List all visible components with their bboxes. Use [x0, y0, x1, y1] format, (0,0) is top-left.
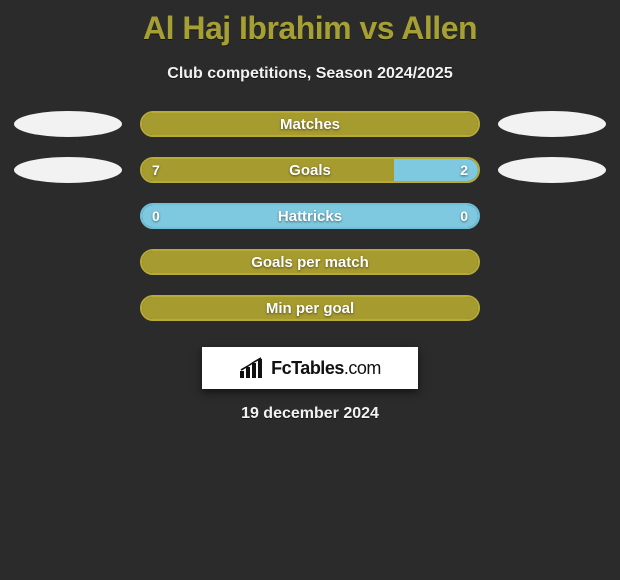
stat-value-right: 0: [460, 208, 468, 224]
stat-value-left: 0: [152, 208, 160, 224]
bars-icon: [239, 357, 267, 379]
logo-text: FcTables.com: [271, 358, 381, 379]
stat-bar-goals-per-match: Goals per match: [140, 249, 480, 275]
stat-value-right: 2: [460, 162, 468, 178]
stat-label: Min per goal: [266, 300, 354, 317]
stat-value-left: 7: [152, 162, 160, 178]
stat-row-matches: Matches: [10, 111, 610, 137]
stat-label: Goals per match: [251, 254, 369, 271]
stat-row-goals: 7 2 Goals: [10, 157, 610, 183]
stat-bar-min-per-goal: Min per goal: [140, 295, 480, 321]
stat-row-min-per-goal: Min per goal: [10, 295, 610, 321]
stat-row-goals-per-match: Goals per match: [10, 249, 610, 275]
card-subtitle: Club competitions, Season 2024/2025: [167, 65, 452, 83]
player-ellipse-left: [14, 157, 122, 183]
player-ellipse-left: [14, 111, 122, 137]
bar-segment: [142, 159, 394, 181]
player-ellipse-right: [498, 157, 606, 183]
stat-label: Hattricks: [278, 208, 342, 225]
stat-rows: Matches 7 2 Goals 0 0 Hattricks Goals per match…: [10, 111, 610, 321]
player-ellipse-right: [498, 111, 606, 137]
stat-bar-hattricks: 0 0 Hattricks: [140, 203, 480, 229]
logo-brand: FcTables: [271, 358, 344, 378]
stat-bar-goals: 7 2 Goals: [140, 157, 480, 183]
logo-ext: .com: [344, 358, 381, 378]
stat-label: Matches: [280, 116, 340, 133]
stat-bar-matches: Matches: [140, 111, 480, 137]
comparison-card: Al Haj Ibrahim vs Allen Club competition…: [0, 0, 620, 580]
fctables-logo: FcTables.com: [202, 347, 418, 389]
stat-row-hattricks: 0 0 Hattricks: [10, 203, 610, 229]
card-date: 19 december 2024: [241, 405, 379, 423]
card-title: Al Haj Ibrahim vs Allen: [143, 10, 477, 47]
stat-label: Goals: [289, 162, 331, 179]
